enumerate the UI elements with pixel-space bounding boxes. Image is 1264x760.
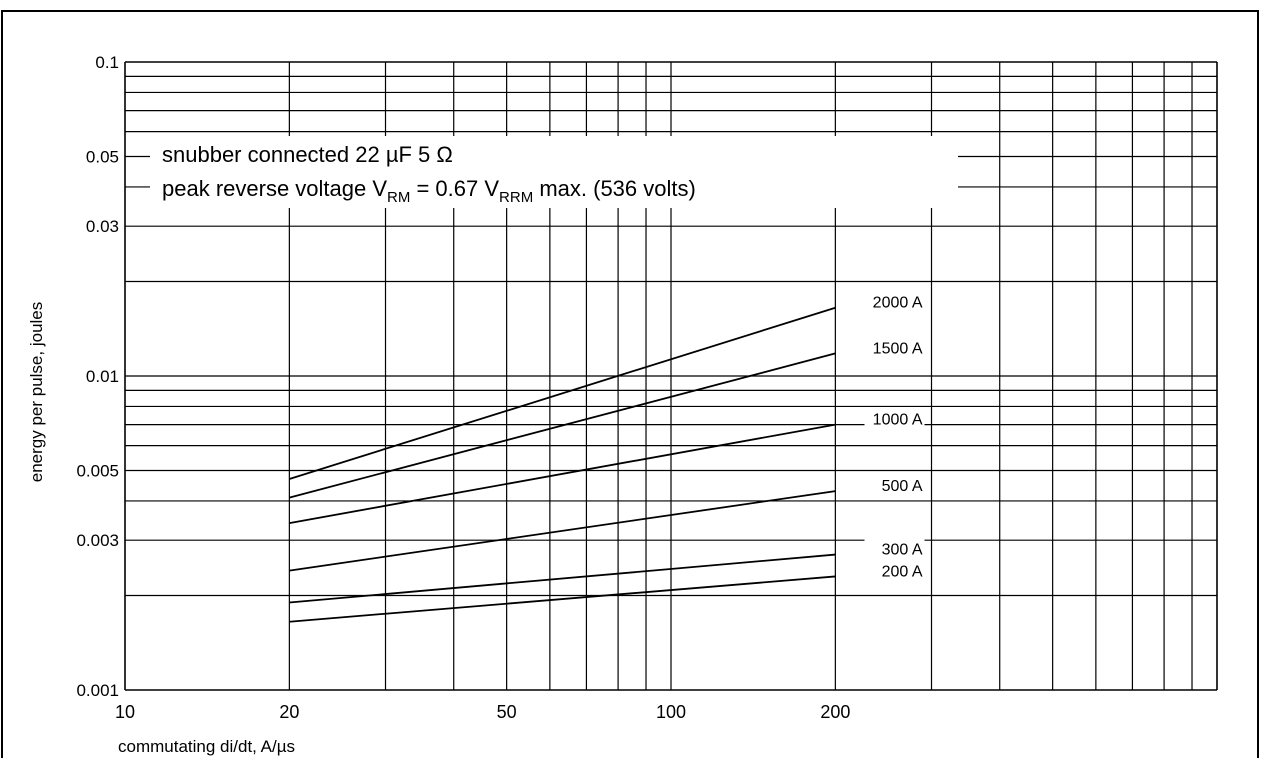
series-line xyxy=(289,553,836,604)
series-label: 2000 A xyxy=(873,295,923,312)
annotation-line-2: peak reverse voltage VRM = 0.67 VRRM max… xyxy=(162,176,696,206)
series-labels: 2000 A 1500 A 1000 A 500 A 300 A 200 A xyxy=(864,291,925,581)
series-line xyxy=(289,423,836,525)
series-label-background xyxy=(864,560,925,581)
series-label: 500 A xyxy=(882,478,923,495)
series-label: 200 A xyxy=(882,563,923,580)
y-tick-label: 0.005 xyxy=(76,462,119,481)
y-tick-label: 0.003 xyxy=(76,531,119,550)
series-line xyxy=(289,352,836,499)
y-tick-label: 0.01 xyxy=(86,367,119,386)
y-axis-label: energy per pulse, joules xyxy=(27,302,46,483)
x-tick-label: 100 xyxy=(656,702,686,722)
annotation-line-2-sub1: RM xyxy=(387,189,410,206)
x-tick-label: 10 xyxy=(115,702,135,722)
axes xyxy=(124,61,1218,691)
annotation-background xyxy=(150,136,958,208)
series-line xyxy=(289,306,836,480)
series-label-background xyxy=(864,408,925,429)
annotation-line-2-mid: = 0.67 V xyxy=(410,176,499,201)
series-label-background xyxy=(864,538,925,559)
tick-labels: 0.1 0.05 0.03 0.01 0.005 0.003 0.001 10 20 50 100 2… xyxy=(76,53,850,722)
y-tick-label: 0.05 xyxy=(86,148,119,167)
annotation-line-2-sub2: RRM xyxy=(499,189,533,206)
series-lines xyxy=(289,306,836,623)
series-label: 300 A xyxy=(882,542,923,559)
x-tick-label: 20 xyxy=(279,702,299,722)
series-label: 1500 A xyxy=(873,340,923,357)
series-label-background xyxy=(864,337,925,358)
annotation-line-2-prefix: peak reverse voltage V xyxy=(162,176,387,201)
x-tick-label: 50 xyxy=(497,702,517,722)
series-line xyxy=(289,575,836,623)
annotation-line-1: snubber connected 22 µF 5 Ω xyxy=(162,142,453,167)
series-line xyxy=(289,490,836,572)
y-tick-label: 0.1 xyxy=(95,53,119,72)
annotation-line-2-suffix: max. (536 volts) xyxy=(533,176,696,201)
series-label: 1000 A xyxy=(873,412,923,429)
x-axis-label: commutating di/dt, A/µs xyxy=(118,737,295,756)
annotation-box: snubber connected 22 µF 5 Ω peak reverse… xyxy=(150,136,958,208)
series-label-background xyxy=(864,291,925,312)
series-label-background xyxy=(864,475,925,496)
y-tick-label: 0.03 xyxy=(86,217,119,236)
y-tick-label: 0.001 xyxy=(76,681,119,700)
x-tick-label: 200 xyxy=(820,702,850,722)
figure-frame xyxy=(1,10,1259,758)
